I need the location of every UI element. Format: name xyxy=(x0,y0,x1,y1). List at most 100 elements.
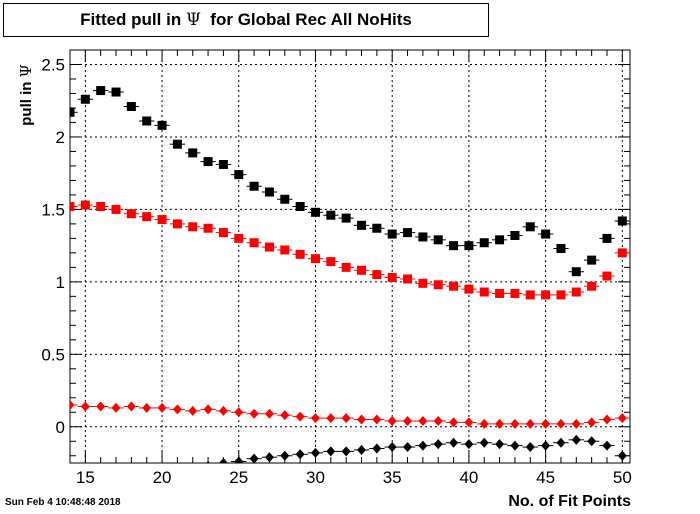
data-point-series-1 xyxy=(280,245,290,255)
data-point-series-1 xyxy=(218,228,228,238)
data-point-series-0 xyxy=(617,216,627,226)
data-point-series-1 xyxy=(541,290,551,300)
data-point-series-0 xyxy=(418,232,428,242)
data-point-series-2 xyxy=(249,408,259,419)
data-point-series-0 xyxy=(172,139,182,149)
data-point-series-1 xyxy=(479,287,489,297)
data-point-series-2 xyxy=(70,400,75,411)
data-point-series-1 xyxy=(326,257,336,267)
data-point-series-3 xyxy=(479,437,489,448)
x-tick-label: 25 xyxy=(229,468,248,487)
data-point-series-3 xyxy=(280,450,290,461)
data-point-series-2 xyxy=(234,407,244,418)
data-point-series-3 xyxy=(433,439,443,450)
data-point-series-3 xyxy=(234,456,244,463)
data-point-series-2 xyxy=(357,414,367,425)
data-point-series-3 xyxy=(264,452,274,463)
data-point-series-2 xyxy=(218,405,228,416)
y-tick-label: 0 xyxy=(56,418,65,437)
x-tick-label: 35 xyxy=(383,468,402,487)
x-axis-label: No. of Fit Points xyxy=(508,493,631,510)
date-stamp: Sun Feb 4 10:48:48 2018 xyxy=(5,497,121,508)
y-axis-label: pull in Ψ xyxy=(17,55,35,135)
data-point-series-2 xyxy=(617,413,627,424)
data-point-series-0 xyxy=(510,230,520,240)
data-point-series-2 xyxy=(142,402,152,413)
data-point-series-1 xyxy=(264,242,274,252)
data-point-series-0 xyxy=(310,207,320,217)
data-point-series-1 xyxy=(525,290,535,300)
data-point-series-1 xyxy=(587,281,597,291)
data-point-series-3 xyxy=(510,440,520,451)
data-point-series-3 xyxy=(372,443,382,454)
data-point-series-1 xyxy=(157,215,167,225)
data-point-series-0 xyxy=(218,159,228,169)
data-point-series-0 xyxy=(541,229,551,239)
data-point-series-1 xyxy=(203,223,213,233)
data-point-series-2 xyxy=(264,408,274,419)
data-point-series-2 xyxy=(449,417,459,428)
data-point-series-1 xyxy=(234,233,244,243)
data-point-series-0 xyxy=(495,235,505,245)
data-point-series-1 xyxy=(495,288,505,298)
data-point-series-0 xyxy=(464,241,474,251)
y-tick-label: 2.5 xyxy=(41,55,65,74)
data-point-series-3 xyxy=(617,450,627,461)
data-point-series-2 xyxy=(495,418,505,429)
x-tick-label: 40 xyxy=(459,468,478,487)
data-point-series-2 xyxy=(326,413,336,424)
data-point-series-1 xyxy=(80,200,90,210)
data-point-series-0 xyxy=(126,102,136,112)
data-point-series-1 xyxy=(341,262,351,272)
data-point-series-3 xyxy=(418,440,428,451)
data-point-series-1 xyxy=(602,271,612,281)
data-point-series-3 xyxy=(556,437,566,448)
data-point-series-1 xyxy=(172,219,182,229)
data-point-series-2 xyxy=(525,418,535,429)
data-point-series-1 xyxy=(357,265,367,275)
x-tick-label: 20 xyxy=(153,468,172,487)
data-point-series-2 xyxy=(96,401,106,412)
data-point-series-3 xyxy=(495,439,505,450)
data-point-series-3 xyxy=(357,444,367,455)
data-point-series-1 xyxy=(556,290,566,300)
data-point-series-0 xyxy=(264,187,274,197)
data-point-series-2 xyxy=(80,401,90,412)
data-point-series-0 xyxy=(357,220,367,230)
data-point-series-0 xyxy=(326,210,336,220)
data-point-series-2 xyxy=(433,415,443,426)
data-point-series-2 xyxy=(188,405,198,416)
data-points xyxy=(70,86,630,463)
data-point-series-0 xyxy=(111,87,121,97)
data-point-series-1 xyxy=(387,273,397,283)
chart-title: Fitted pull in Ψ for Global Rec All NoHi… xyxy=(4,4,488,36)
data-point-series-2 xyxy=(418,415,428,426)
data-point-series-0 xyxy=(70,107,75,117)
data-point-series-2 xyxy=(341,413,351,424)
data-point-series-1 xyxy=(96,202,106,212)
data-point-series-0 xyxy=(80,94,90,104)
data-point-series-3 xyxy=(541,440,551,451)
data-point-series-0 xyxy=(203,157,213,167)
data-point-series-0 xyxy=(341,213,351,223)
data-point-series-0 xyxy=(602,233,612,243)
data-point-series-1 xyxy=(372,270,382,280)
data-point-series-0 xyxy=(587,255,597,265)
data-point-series-1 xyxy=(295,249,305,259)
data-point-series-0 xyxy=(403,228,413,238)
data-point-series-2 xyxy=(126,401,136,412)
data-point-series-1 xyxy=(510,288,520,298)
data-point-series-0 xyxy=(571,267,581,277)
data-point-series-0 xyxy=(433,235,443,245)
data-point-series-1 xyxy=(617,248,627,258)
data-point-series-2 xyxy=(541,418,551,429)
x-tick-label: 45 xyxy=(536,468,555,487)
chart-title-box: Fitted pull in Ψ for Global Rec All NoHi… xyxy=(3,3,489,37)
data-point-series-0 xyxy=(387,229,397,239)
y-tick-label: 1.5 xyxy=(41,200,65,219)
y-tick-label: 0.5 xyxy=(41,345,65,364)
data-point-series-0 xyxy=(280,194,290,204)
data-point-series-3 xyxy=(403,442,413,453)
data-point-series-3 xyxy=(464,439,474,450)
